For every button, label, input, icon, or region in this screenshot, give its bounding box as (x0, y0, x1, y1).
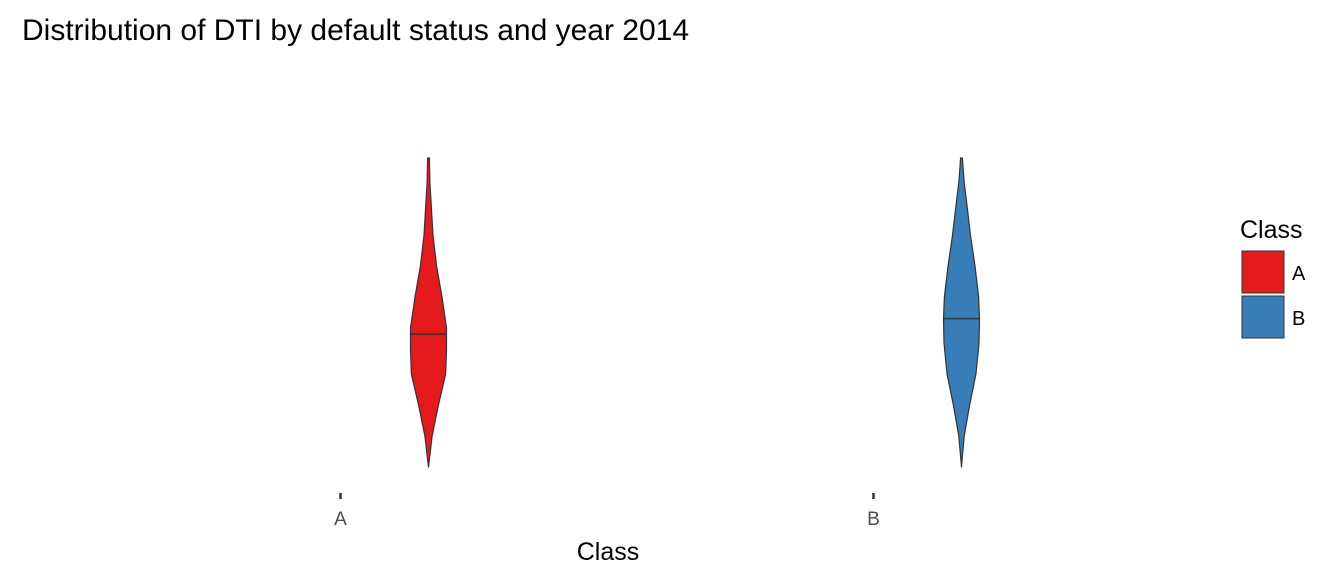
legend-label-B: B (1292, 308, 1305, 330)
legend-label-A: A (1292, 263, 1306, 285)
violin-B (942, 157, 981, 468)
chart-title: Distribution of DTI by default status an… (22, 14, 689, 47)
violins-layer (409, 157, 981, 468)
legend-key-B (1241, 295, 1285, 339)
x-tick-label-B: B (867, 509, 880, 530)
legend-key-A (1241, 250, 1285, 294)
x-tick-label-A: A (334, 509, 347, 530)
x-axis-title: Class (577, 538, 640, 566)
legend-title: Class (1240, 216, 1303, 244)
violin-A (409, 157, 448, 468)
legend: Class AB (1240, 216, 1306, 339)
legend-entries: AB (1241, 250, 1306, 339)
